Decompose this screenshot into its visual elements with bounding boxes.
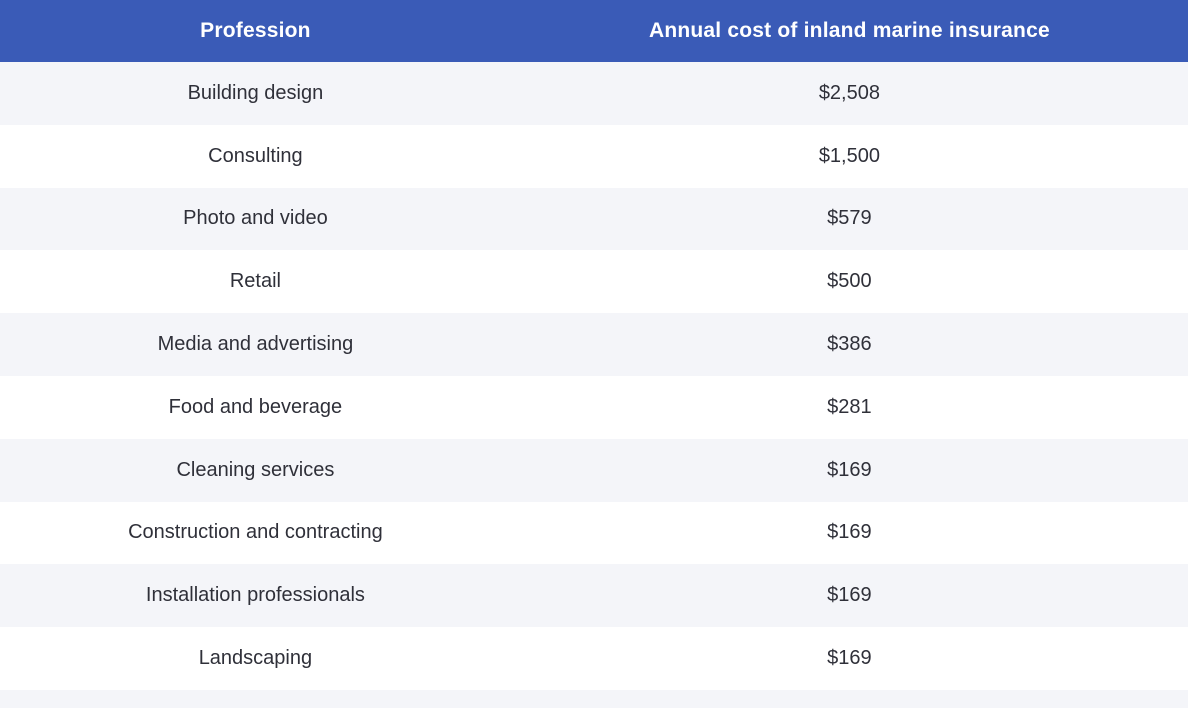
column-header-profession: Profession	[200, 19, 311, 42]
annual-cost-cell: $169	[827, 647, 872, 670]
annual-cost-cell: $579	[827, 207, 872, 230]
annual-cost-cell: $169	[827, 458, 872, 481]
profession-cell: Cleaning services	[176, 458, 335, 481]
profession-cell: Food and beverage	[168, 395, 343, 418]
table-row: Installation professionals $169	[0, 564, 1188, 628]
annual-cost-cell: $386	[827, 333, 872, 356]
table-header-row: Profession Annual cost of inland marine …	[0, 0, 1188, 62]
column-header-annual-cost: Annual cost of inland marine insurance	[648, 19, 1050, 42]
profession-cell: Media and advertising	[157, 333, 354, 356]
annual-cost-cell: $500	[827, 270, 872, 293]
profession-cell: Consulting	[208, 144, 303, 167]
table-row: Consulting $1,500	[0, 124, 1188, 188]
annual-cost-cell: $169	[827, 521, 872, 544]
profession-cell: Photo and video	[183, 207, 328, 230]
annual-cost-cell: $281	[827, 395, 872, 418]
table-row: Cleaning services $169	[0, 438, 1188, 502]
annual-cost-cell: $1,500	[818, 144, 880, 167]
table-row: Retail $500	[0, 250, 1188, 314]
annual-cost-cell: $169	[827, 584, 872, 607]
partial-row	[0, 689, 1188, 708]
annual-cost-cell: $2,508	[818, 81, 880, 104]
profession-cell: Construction and contracting	[128, 521, 383, 544]
profession-cell: Landscaping	[198, 647, 313, 670]
table-row: Food and beverage $281	[0, 375, 1188, 439]
table-row: Photo and video $579	[0, 187, 1188, 251]
table-row: Media and advertising $386	[0, 313, 1188, 376]
profession-cell: Building design	[187, 81, 324, 104]
table-row: Construction and contracting $169	[0, 501, 1188, 565]
profession-cell: Installation professionals	[145, 584, 365, 607]
table-row: Landscaping $169	[0, 627, 1188, 690]
table-row: Building design $2,508	[0, 62, 1188, 125]
profession-cell: Retail	[229, 270, 281, 293]
